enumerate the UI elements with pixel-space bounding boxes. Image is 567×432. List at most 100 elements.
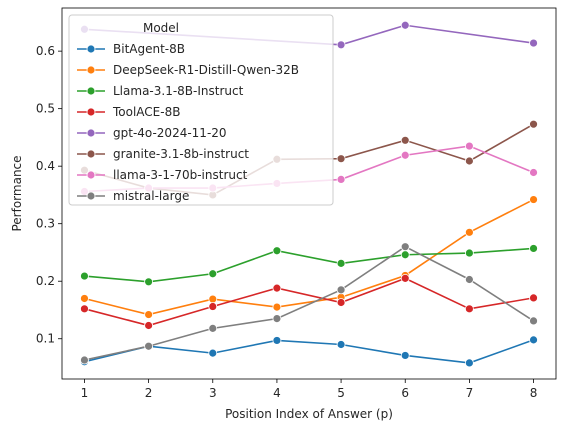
data-point [144, 277, 154, 287]
series-ToolACE-8B [80, 273, 538, 330]
x-tick-label: 3 [209, 386, 217, 400]
legend-item: BitAgent-8B [77, 42, 185, 56]
data-point [144, 341, 154, 351]
x-tick-label: 7 [466, 386, 474, 400]
legend-swatch-marker [86, 86, 96, 96]
data-point [336, 40, 346, 50]
data-point [529, 293, 538, 303]
y-tick-label: 0.6 [36, 44, 55, 58]
legend-swatch-marker [86, 107, 96, 117]
series-BitAgent-8B [80, 335, 538, 368]
legend-title: Model [143, 21, 179, 35]
data-point [464, 248, 474, 258]
data-point [529, 316, 538, 326]
y-tick-label: 0.2 [36, 274, 55, 288]
data-point [208, 294, 218, 304]
x-tick-label: 5 [337, 386, 345, 400]
data-point [272, 246, 282, 256]
data-point [400, 135, 410, 145]
data-point [80, 355, 89, 365]
data-point [336, 154, 346, 164]
legend-label: Llama-3.1-8B-Instruct [113, 84, 244, 98]
legend-items: BitAgent-8B DeepSeek-R1-Distill-Qwen-32B L… [77, 42, 299, 203]
y-tick-label: 0.5 [36, 102, 55, 116]
data-point [336, 175, 346, 184]
plot-frame [61, 7, 557, 380]
data-point [336, 258, 346, 268]
series-line [84, 277, 534, 327]
series-line [84, 339, 534, 364]
data-point [464, 304, 474, 314]
legend-label: granite-3.1-8b-instruct [113, 147, 249, 161]
legend-item: ToolACE-8B [77, 105, 180, 119]
series-line [84, 198, 534, 316]
legend-label: BitAgent-8B [113, 42, 185, 56]
data-point [464, 227, 474, 237]
data-point [529, 335, 538, 345]
data-point [400, 351, 410, 360]
legend-item: mistral-large [77, 189, 189, 203]
y-tick-label: 0.3 [36, 217, 55, 231]
series-line [84, 247, 534, 283]
legend: Model BitAgent-8B DeepSeek-R1-Distill-Qwe… [68, 14, 334, 206]
data-point [80, 294, 89, 303]
legend-label: DeepSeek-R1-Distill-Qwen-32B [113, 63, 299, 77]
legend-label: llama-3-1-70b-instruct [113, 168, 248, 182]
legend-item: Llama-3.1-8B-Instruct [77, 84, 244, 98]
legend-label: gpt-4o-2024-11-20 [113, 126, 227, 140]
data-point [208, 269, 218, 279]
x-axis-label: Position Index of Answer (p) [225, 407, 393, 421]
data-point [336, 298, 346, 307]
data-point [208, 348, 218, 358]
legend-swatch-marker [86, 65, 96, 75]
data-point [400, 273, 410, 283]
x-tick-label: 8 [530, 386, 538, 400]
x-tick-label: 1 [81, 386, 89, 400]
data-point [80, 304, 89, 314]
data-point [529, 244, 538, 253]
data-point [464, 156, 474, 166]
x-tick-label: 4 [273, 386, 281, 400]
legend-swatch-marker [86, 128, 96, 138]
data-point [272, 283, 282, 293]
data-point [336, 340, 346, 349]
data-point [529, 119, 538, 129]
data-point [336, 285, 346, 295]
data-point [80, 271, 89, 281]
data-point [272, 336, 282, 345]
series-Llama-3.1-8B-Instruct [80, 244, 538, 287]
data-point [529, 168, 538, 177]
data-point [464, 141, 474, 151]
y-tick-label: 0.4 [36, 159, 55, 173]
legend-label: ToolACE-8B [112, 105, 180, 119]
legend-item: DeepSeek-R1-Distill-Qwen-32B [77, 63, 299, 77]
legend-box [68, 14, 334, 206]
y-tick-label: 0.1 [36, 332, 55, 346]
data-point [144, 321, 154, 330]
data-point [529, 38, 538, 48]
data-point [272, 314, 282, 324]
data-point [464, 358, 474, 368]
series-line [84, 245, 534, 361]
legend-swatch-marker [86, 149, 96, 159]
data-point [400, 250, 410, 260]
legend-swatch-marker [86, 170, 96, 180]
x-tick-label: 2 [145, 386, 153, 400]
data-point [400, 150, 410, 160]
data-point [529, 195, 538, 204]
data-point [272, 302, 282, 312]
legend-swatch-marker [86, 191, 96, 201]
legend-swatch-marker [86, 44, 96, 54]
x-tick-label: 6 [401, 386, 409, 400]
legend-item: gpt-4o-2024-11-20 [77, 126, 227, 140]
data-point [464, 275, 474, 284]
legend-item: granite-3.1-8b-instruct [77, 147, 249, 161]
data-point [400, 20, 410, 30]
legend-label: mistral-large [113, 189, 189, 203]
x-axis: 1 2 3 4 5 6 7 8 [81, 379, 538, 400]
y-axis-label: Performance [10, 155, 24, 231]
data-point [208, 323, 218, 333]
data-point [400, 242, 410, 252]
series-mistral-large [80, 242, 538, 365]
